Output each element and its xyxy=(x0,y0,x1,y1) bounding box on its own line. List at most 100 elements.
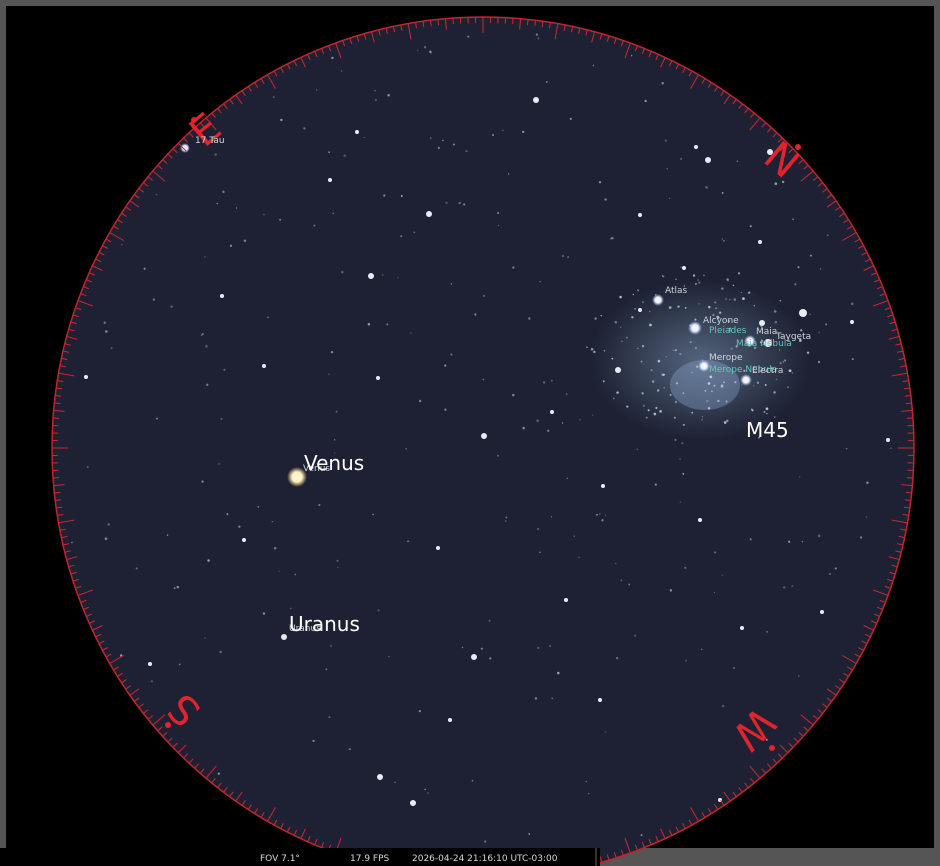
faint-star xyxy=(244,239,247,242)
cluster-star xyxy=(674,417,676,419)
cluster-star xyxy=(655,294,657,296)
faint-star xyxy=(680,158,682,160)
faint-star xyxy=(111,347,113,349)
cluster-star xyxy=(666,356,667,357)
star xyxy=(758,240,762,244)
cluster-star xyxy=(807,352,809,354)
cluster-star xyxy=(663,374,665,376)
cluster-star xyxy=(676,382,678,384)
faint-star xyxy=(462,647,463,648)
faint-star xyxy=(481,648,483,650)
faint-star xyxy=(238,525,240,527)
cluster-star xyxy=(633,294,634,295)
faint-star xyxy=(819,332,820,333)
faint-star xyxy=(536,34,538,36)
cluster-star xyxy=(774,310,777,313)
cluster-star xyxy=(792,372,794,374)
faint-star xyxy=(71,542,73,544)
faint-star xyxy=(294,574,296,576)
faint-star xyxy=(105,330,107,332)
faint-star xyxy=(383,194,385,196)
faint-star xyxy=(705,186,708,189)
faint-star xyxy=(890,447,892,449)
annotation: Venus xyxy=(304,451,364,475)
faint-star xyxy=(497,455,499,457)
faint-star xyxy=(605,732,606,733)
star xyxy=(598,698,602,702)
faint-star xyxy=(419,710,421,712)
cluster-star xyxy=(657,389,659,391)
faint-star xyxy=(551,380,553,382)
faint-star xyxy=(505,517,507,519)
faint-star xyxy=(851,303,854,306)
star xyxy=(705,157,711,163)
faint-star xyxy=(331,57,333,59)
faint-star xyxy=(174,587,176,589)
faint-star xyxy=(489,657,491,659)
cluster-star xyxy=(658,360,661,363)
faint-star xyxy=(274,547,277,550)
faint-star xyxy=(835,567,837,569)
faint-star xyxy=(378,609,380,611)
faint-star xyxy=(593,65,594,66)
faint-star xyxy=(682,473,684,475)
star xyxy=(436,546,440,550)
star-label: Atlas xyxy=(665,286,688,296)
star xyxy=(886,438,890,442)
faint-star xyxy=(566,393,568,395)
faint-star xyxy=(272,521,273,522)
faint-star xyxy=(483,295,485,297)
star xyxy=(652,294,664,306)
star xyxy=(799,309,807,317)
faint-star xyxy=(562,255,564,257)
faint-star xyxy=(791,585,793,587)
faint-star xyxy=(474,313,476,315)
cluster-star xyxy=(689,324,692,327)
cluster-star xyxy=(612,358,614,360)
faint-star xyxy=(388,656,389,657)
faint-star xyxy=(401,195,403,197)
faint-star xyxy=(328,151,330,153)
faint-star xyxy=(818,535,821,538)
cluster-star xyxy=(724,421,727,424)
faint-star xyxy=(701,649,702,650)
nebula-label: Pleiades xyxy=(709,326,747,336)
faint-star xyxy=(151,680,153,682)
faint-star xyxy=(156,418,158,420)
cluster-star xyxy=(753,385,754,386)
cluster-star xyxy=(641,361,643,363)
faint-star xyxy=(430,137,432,139)
faint-star xyxy=(223,369,225,371)
faint-star xyxy=(405,448,406,449)
fov: FOV 7.1° xyxy=(260,854,300,864)
faint-star xyxy=(334,439,335,440)
compass-dot xyxy=(769,745,775,751)
faint-star xyxy=(721,287,723,289)
faint-star xyxy=(599,181,601,183)
faint-star xyxy=(413,231,415,233)
cluster-star xyxy=(757,382,759,384)
star xyxy=(740,626,744,630)
faint-star xyxy=(336,411,338,413)
faint-star xyxy=(592,414,593,415)
cluster-star xyxy=(773,391,776,394)
faint-star xyxy=(661,82,663,84)
cluster-star xyxy=(780,300,782,302)
faint-star xyxy=(303,127,305,129)
faint-star xyxy=(316,89,317,90)
star xyxy=(148,662,152,666)
faint-star xyxy=(601,519,603,521)
faint-star xyxy=(674,439,676,441)
cluster-star xyxy=(766,407,769,410)
cluster-star xyxy=(691,412,693,414)
faint-star xyxy=(646,417,648,419)
cluster-star xyxy=(708,306,710,308)
cluster-star xyxy=(728,280,729,281)
faint-star xyxy=(681,442,683,444)
faint-star xyxy=(328,716,330,718)
faint-star xyxy=(438,147,440,149)
faint-star xyxy=(827,234,829,236)
cluster-star xyxy=(641,392,643,394)
faint-star xyxy=(121,244,123,246)
cluster-star xyxy=(601,315,602,316)
